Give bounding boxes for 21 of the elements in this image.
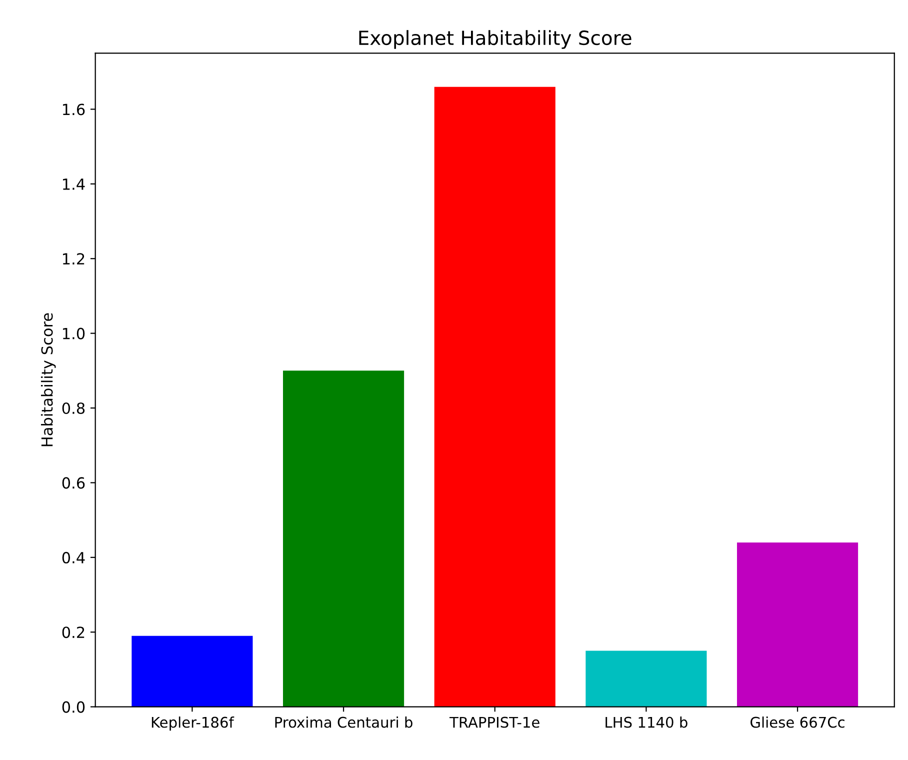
y-axis-title: Habitability Score xyxy=(40,313,56,446)
x-tick-label: Gliese 667Cc xyxy=(750,716,844,728)
y-tick-label: 1.2 xyxy=(63,253,84,264)
y-tick-label: 0.4 xyxy=(62,552,85,564)
chart-title: Exoplanet Habitability Score xyxy=(359,30,632,49)
x-tick-label: TRAPPIST-1e xyxy=(449,716,540,728)
bar xyxy=(736,542,858,707)
bar xyxy=(132,636,253,707)
y-tick-label: 0.2 xyxy=(62,626,84,638)
y-tick-label: 1.6 xyxy=(63,104,85,116)
y-tick-label: 1.0 xyxy=(63,328,85,340)
x-tick-label: Kepler-186f xyxy=(152,716,234,731)
bar xyxy=(434,86,556,707)
y-tick-label: 0.6 xyxy=(62,477,85,489)
y-tick-label: 1.4 xyxy=(63,178,85,190)
y-tick-label: 0.0 xyxy=(62,701,85,713)
x-tick-label: LHS 1140 b xyxy=(606,716,688,728)
bar xyxy=(282,370,404,707)
x-tick-label: Proxima Centauri b xyxy=(275,716,412,728)
y-tick-label: 0.8 xyxy=(62,402,85,414)
bar xyxy=(586,650,707,707)
